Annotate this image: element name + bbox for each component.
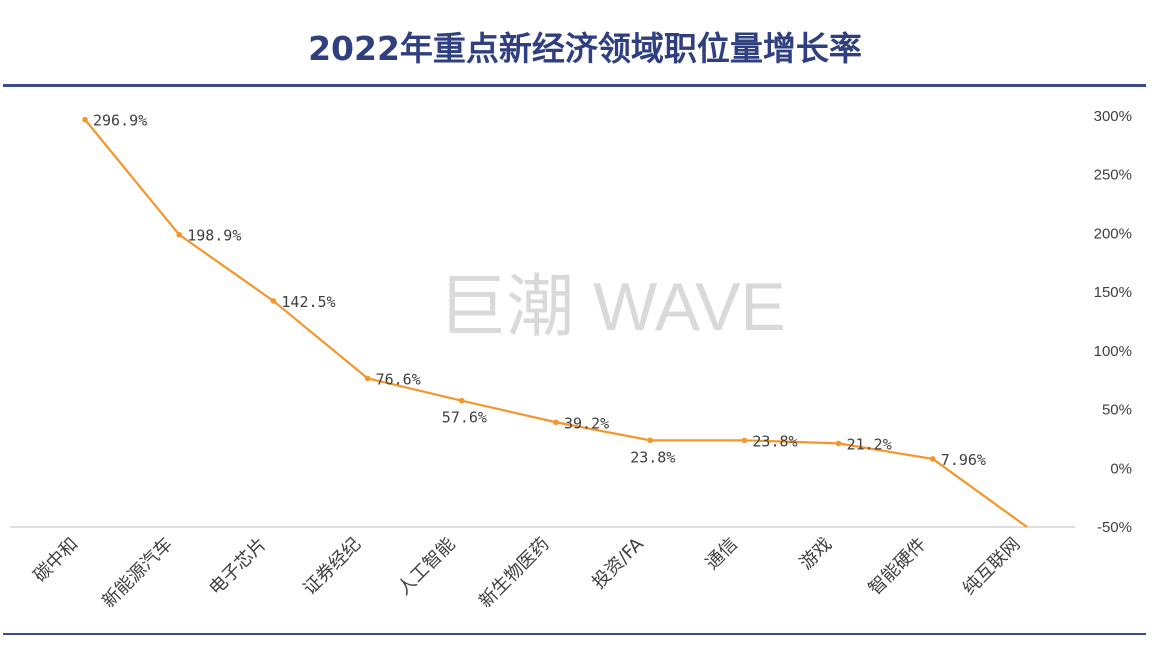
data-point	[553, 419, 559, 426]
chart-title: 2022年重点新经济领域职位量增长率	[308, 29, 862, 68]
data-point	[835, 440, 842, 447]
x-tick-label: 纯互联网	[959, 534, 1025, 600]
y-tick-label: 300%	[1094, 108, 1132, 125]
x-tick-label: 智能硬件	[865, 534, 931, 600]
data-point	[364, 375, 371, 382]
y-tick-label: 200%	[1094, 225, 1132, 242]
data-label: 76.6%	[376, 370, 421, 388]
bottom-rule	[3, 633, 1146, 635]
x-tick-label: 投资/FA	[588, 533, 648, 593]
data-label: 198.9%	[187, 227, 241, 245]
y-tick-label: 150%	[1094, 284, 1132, 301]
x-tick-label: 通信	[702, 534, 742, 574]
data-point	[270, 298, 277, 304]
data-point	[647, 437, 653, 444]
data-label: 7.96%	[941, 451, 986, 469]
data-label: 23.8%	[630, 448, 675, 466]
data-label: 21.2%	[847, 435, 892, 453]
x-tick-label: 电子芯片	[205, 534, 271, 600]
data-label: 57.6%	[442, 409, 487, 427]
x-tick-label: 游戏	[796, 534, 836, 574]
data-point	[82, 116, 88, 123]
data-label: 142.5%	[281, 293, 335, 311]
y-tick-label: -50%	[1097, 519, 1132, 536]
x-tick-label: 新生物医药	[475, 534, 553, 612]
x-tick-label: 碳中和	[30, 534, 83, 587]
data-point	[176, 231, 182, 238]
y-tick-label: 100%	[1094, 343, 1132, 360]
x-tick-label: 人工智能	[394, 534, 460, 600]
data-point	[459, 397, 465, 404]
y-tick-label: 0%	[1110, 460, 1132, 477]
data-point	[741, 437, 748, 444]
y-tick-label: 50%	[1102, 402, 1132, 419]
title-rule	[3, 84, 1146, 87]
x-tick-label: 新能源汽车	[98, 534, 176, 612]
data-label: 296.9%	[93, 112, 147, 130]
watermark: 巨潮 WAVE	[438, 269, 786, 345]
data-label: 39.2%	[564, 414, 609, 432]
data-point	[930, 456, 936, 462]
y-tick-label: 250%	[1094, 167, 1132, 184]
data-label: 23.8%	[752, 432, 797, 450]
x-tick-label: 证券经纪	[299, 534, 365, 600]
